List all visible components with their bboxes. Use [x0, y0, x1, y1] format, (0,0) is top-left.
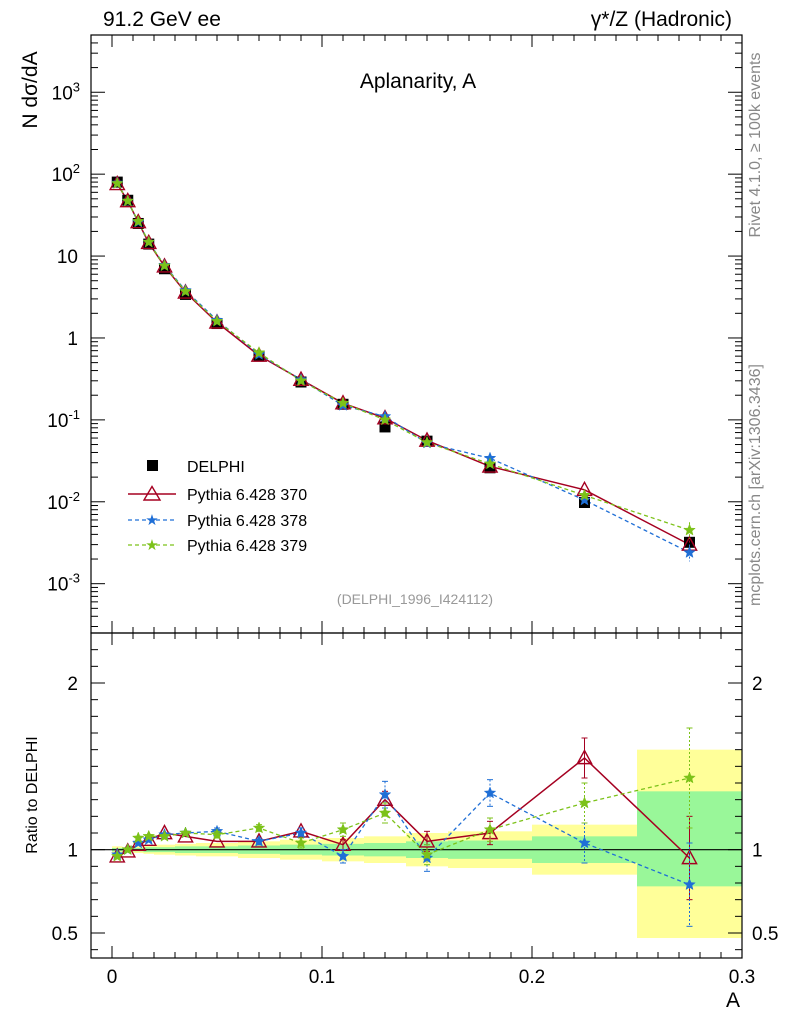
rivet-label: Rivet 4.1.0, ≥ 100k events — [747, 53, 764, 238]
ratio-point-pythia-6-428-379 — [158, 829, 171, 842]
data-point-pythia-6-428-379 — [420, 435, 434, 448]
series-line-pythia-6-428-379 — [116, 183, 690, 531]
data-point-pythia-6-428-378 — [578, 493, 591, 506]
legend-label-379: Pythia 6.428 379 — [187, 538, 307, 555]
ratio-point-pythia-6-428-379 — [483, 822, 497, 836]
ratio-point-pythia-6-428-379 — [420, 847, 434, 861]
ratio-y-label: Ratio to DELPHI — [24, 736, 41, 853]
ratio-point-pythia-6-428-378 — [683, 877, 696, 891]
ratio-point-pythia-6-428-378 — [483, 786, 497, 799]
data-point-pythia-6-428-379 — [179, 284, 192, 297]
ratio-point-pythia-6-428-378 — [378, 787, 392, 801]
data-point-pythia-6-428-379 — [110, 176, 124, 189]
data-point-pythia-6-428-370 — [481, 457, 499, 473]
main-title: Aplanarity, A — [360, 70, 476, 93]
ratio-point-pythia-6-428-378 — [131, 836, 145, 849]
data-point-pythia-6-428-379 — [131, 214, 145, 227]
ratio-point-pythia-6-428-379 — [110, 849, 124, 862]
y-tick-label: 10-3 — [47, 571, 80, 596]
y-tick-label: 103 — [52, 79, 80, 104]
y-tick-label: 1 — [67, 841, 78, 862]
data-point-pythia-6-428-370 — [418, 431, 436, 447]
y-tick-label-right: 1 — [752, 841, 763, 862]
ratio-point-pythia-6-428-379 — [210, 827, 224, 841]
legend-marker-370 — [142, 485, 162, 501]
data-point-pythia-6-428-379 — [294, 374, 308, 387]
ratio-point-pythia-6-428-379 — [179, 826, 192, 839]
ratio-point-pythia-6-428-370 — [418, 832, 436, 848]
ratio-point-pythia-6-428-378 — [336, 849, 350, 862]
data-point-pythia-6-428-379 — [252, 346, 266, 359]
legend-marker-379: ★ — [145, 536, 158, 554]
x-tick-label: 0 — [107, 967, 118, 988]
ratio-point-pythia-6-428-379 — [578, 796, 591, 809]
y-tick-label: 2 — [67, 674, 78, 695]
y-tick-label-right: 0.5 — [752, 924, 778, 945]
y-tick-label-right: 2 — [752, 674, 763, 695]
data-point-pythia-6-428-378 — [683, 545, 696, 558]
x-tick-label: 0.2 — [519, 967, 545, 988]
reference-annotation: (DELPHI_1996_I424112) — [337, 591, 493, 607]
data-point-delphi — [180, 288, 191, 300]
legend-label-370: Pythia 6.428 370 — [187, 487, 307, 504]
legend-label-378: Pythia 6.428 378 — [187, 513, 307, 530]
ratio-point-pythia-6-428-379 — [336, 822, 350, 836]
ratio-point-pythia-6-428-378 — [578, 836, 591, 849]
legend-marker-delphi — [147, 460, 158, 471]
x-tick-label: 0.1 — [309, 967, 335, 988]
legend-label-delphi: DELPHI — [187, 459, 245, 476]
ratio-point-pythia-6-428-370 — [177, 827, 194, 843]
data-point-pythia-6-428-379 — [578, 488, 591, 501]
legend: DELPHI Pythia 6.428 370 ★ Pythia 6.428 3… — [128, 459, 307, 555]
legend-marker-378: ★ — [145, 511, 158, 529]
data-point-delphi — [159, 263, 170, 275]
data-point-pythia-6-428-379 — [683, 523, 696, 536]
data-point-delphi — [484, 462, 496, 474]
data-point-pythia-6-428-379 — [121, 194, 135, 207]
x-tick-label: 0.3 — [729, 967, 755, 988]
y-tick-label: 10 — [57, 247, 78, 268]
process-label: γ*/Z (Hadronic) — [591, 8, 732, 31]
ratio-point-pythia-6-428-370 — [208, 832, 226, 848]
ratio-point-pythia-6-428-370 — [576, 749, 593, 765]
mcplots-label: mcplots.cern.ch [arXiv:1306.3436] — [747, 364, 764, 606]
ratio-point-pythia-6-428-379 — [294, 836, 308, 849]
ratio-point-pythia-6-428-379 — [142, 829, 156, 842]
y-tick-label: 0.5 — [52, 924, 78, 945]
data-point-pythia-6-428-379 — [378, 413, 392, 426]
y-tick-label: 10-1 — [47, 407, 80, 432]
data-point-delphi — [379, 421, 391, 433]
main-y-label: N dσ/dA — [19, 51, 42, 128]
data-point-pythia-6-428-379 — [483, 457, 497, 470]
ratio-point-pythia-6-428-378 — [294, 826, 308, 839]
ratio-point-pythia-6-428-378 — [252, 834, 266, 847]
y-tick-label: 10-2 — [47, 489, 80, 514]
ratio-panel-frame — [90, 632, 743, 959]
ratio-point-pythia-6-428-379 — [121, 842, 135, 856]
ratio-point-pythia-6-428-379 — [252, 821, 266, 834]
data-point-pythia-6-428-379 — [336, 396, 350, 409]
data-point-pythia-6-428-370 — [376, 409, 394, 425]
data-point-pythia-6-428-379 — [210, 314, 224, 327]
ratio-point-pythia-6-428-379 — [131, 831, 145, 844]
ratio-point-pythia-6-428-379 — [378, 806, 392, 819]
ratio-point-pythia-6-428-379 — [683, 771, 696, 784]
x-axis-label: A — [726, 989, 740, 1012]
energy-label: 91.2 GeV ee — [103, 8, 221, 31]
y-tick-label: 1 — [67, 329, 78, 350]
data-point-pythia-6-428-379 — [142, 235, 156, 248]
y-tick-label: 102 — [52, 161, 80, 186]
data-point-pythia-6-428-379 — [158, 259, 171, 272]
